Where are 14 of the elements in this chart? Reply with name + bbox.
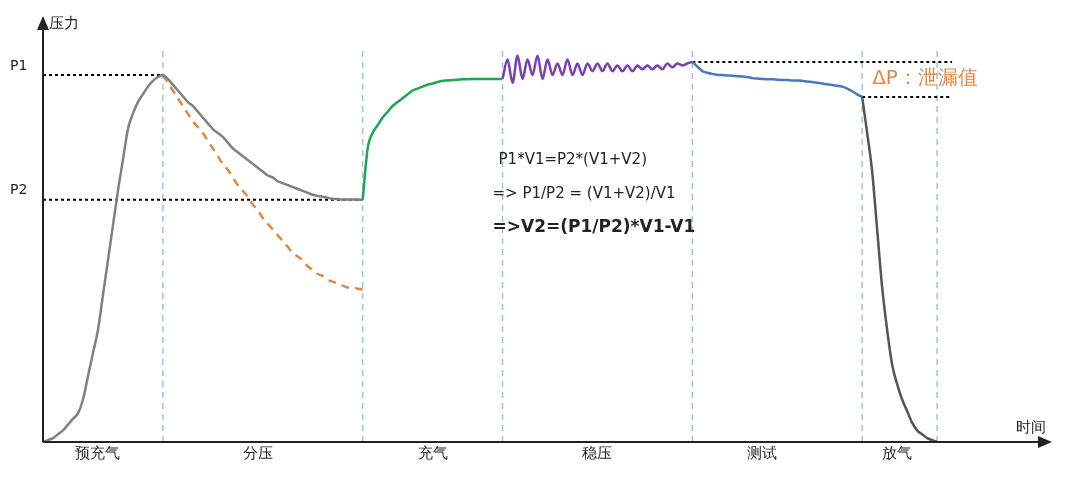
x-axis-title: 时间 [1016, 418, 1046, 437]
annotation: P1*V1=P2*(V1+V2) [498, 149, 647, 168]
annotation: => P1/P2 = (V1+V2)/V1 [492, 183, 676, 202]
y-axis-title: 压力 [49, 14, 79, 33]
x-tick-label: 分压 [242, 443, 273, 462]
annotation: ΔP：泄漏值 [872, 65, 978, 90]
x-tick-label: 预充气 [75, 443, 121, 462]
x-tick-label: 测试 [747, 443, 778, 462]
x-tick-label: 稳压 [582, 443, 613, 462]
x-tick-label: 充气 [417, 443, 448, 462]
annotation: =>V2=(P1/P2)*V1-V1 [492, 216, 696, 237]
x-tick-label: 放气 [882, 443, 913, 462]
ref-line-label: P2 [10, 181, 28, 198]
ref-line-label: P1 [10, 56, 28, 73]
